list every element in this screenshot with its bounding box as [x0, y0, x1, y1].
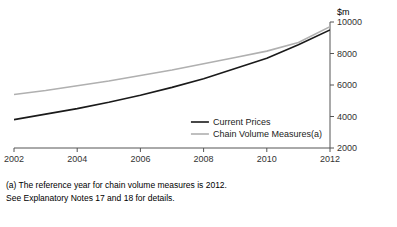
x-tick-label: 2010: [257, 154, 277, 164]
legend: Current Prices Chain Volume Measures(a): [191, 117, 322, 139]
axes: 2002 2004 2006 2008 2010 20122000 4000 6000 8000…: [4, 17, 362, 164]
series-group: [14, 27, 330, 120]
legend-label: Current Prices: [213, 117, 271, 127]
y-axis-label: $m: [337, 7, 350, 17]
y-tick-label: 4000: [337, 112, 357, 122]
x-tick-label: 2008: [194, 154, 214, 164]
chart: 2002 2004 2006 2008 2010 20122000 4000 6000 8000…: [0, 0, 397, 227]
line: [14, 27, 330, 95]
y-tick-label: 8000: [337, 49, 357, 59]
y-tick: [330, 116, 334, 117]
x-tick-label: 2012: [320, 154, 340, 164]
x-tick: [14, 148, 15, 152]
footnote: (a) The reference year for chain volume …: [6, 180, 227, 190]
y-tick: [330, 53, 334, 54]
x-tick: [77, 148, 78, 152]
x-tick: [330, 148, 331, 152]
x-tick-label: 2002: [4, 154, 24, 164]
legend-item: Current Prices: [191, 117, 271, 127]
legend-swatch: [191, 133, 209, 135]
x-tick: [203, 148, 204, 152]
y-tick: [330, 22, 334, 23]
x-tick: [266, 148, 267, 152]
legend-item: Chain Volume Measures(a): [191, 129, 322, 139]
x-axis-line: [14, 148, 330, 149]
y-tick-label: 2000: [337, 143, 357, 153]
legend-label: Chain Volume Measures(a): [213, 129, 322, 139]
x-tick-label: 2004: [67, 154, 87, 164]
y-tick: [330, 85, 334, 86]
y-tick: [330, 148, 334, 149]
footnote: See Explanatory Notes 17 and 18 for deta…: [6, 193, 175, 203]
line: [14, 30, 330, 120]
legend-swatch: [191, 121, 209, 123]
x-tick: [140, 148, 141, 152]
y-tick-label: 10000: [337, 17, 362, 27]
y-tick-label: 6000: [337, 80, 357, 90]
x-tick-label: 2006: [130, 154, 150, 164]
